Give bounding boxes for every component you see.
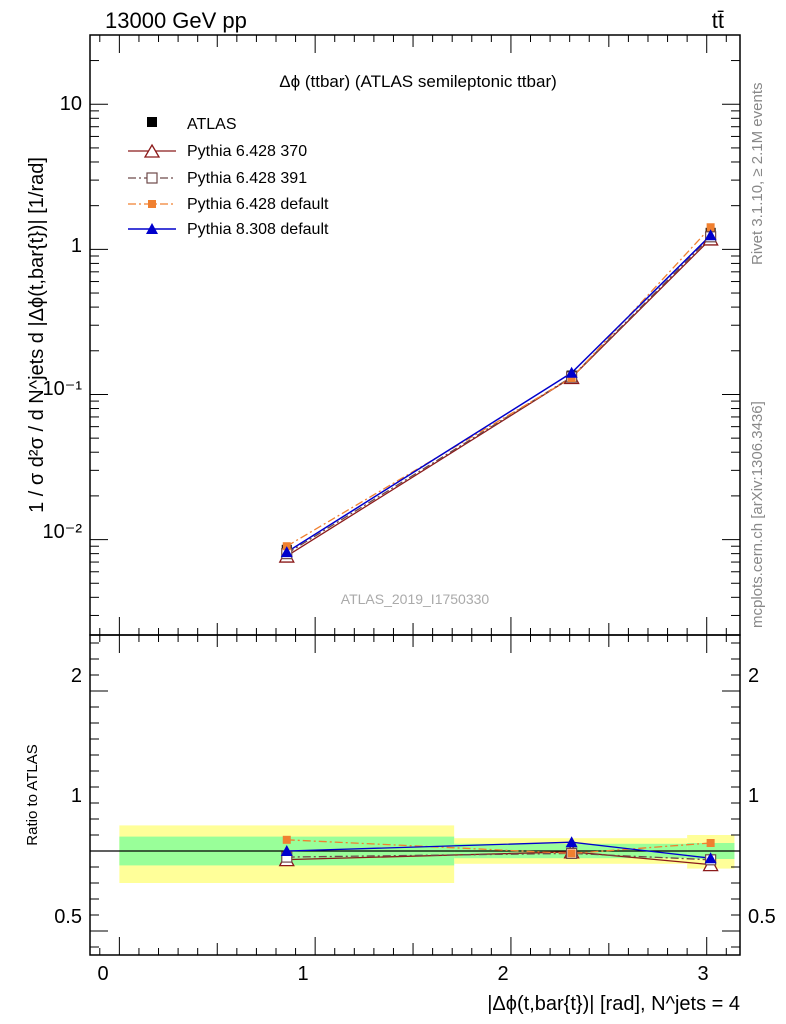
main-panel: Δϕ (ttbar) (ATLAS semileptonic ttbar) AT… xyxy=(26,34,741,636)
main-marks xyxy=(278,223,719,563)
ratio-y-tick-label-right-1: 1 xyxy=(748,785,759,807)
legend-label-py6-391: Pythia 6.428 391 xyxy=(187,170,307,187)
ratio-frame xyxy=(89,634,741,956)
ratio-y-tick-label-right-0-5: 0.5 xyxy=(748,906,776,928)
ratio-y-tick-label-0-5: 0.5 xyxy=(54,906,82,928)
ratio-point-py6-default xyxy=(282,835,291,844)
data-point-py8-default xyxy=(565,366,578,378)
ratio-ticks xyxy=(90,635,740,955)
x-tick-label-3: 3 xyxy=(697,963,708,985)
legend-marker-py6-391 xyxy=(146,172,158,184)
energy-label: 13000 GeV pp xyxy=(105,8,247,33)
legend: ATLAS Pythia 6.428 370 Pythia 6.428 391 … xyxy=(128,116,329,238)
main-y-axis-label: 1 / σ d²σ / d N^jets d |Δϕ(t,bar{t})| [1… xyxy=(26,157,48,513)
ratio-marks xyxy=(90,825,740,883)
data-point-py6-default xyxy=(706,223,715,232)
rivet-label: Rivet 3.1.10, ≥ 2.1M events xyxy=(749,83,766,266)
legend-label-atlas: ATLAS xyxy=(187,116,237,133)
y-tick-label-10: 10 xyxy=(60,93,82,115)
legend-marker-atlas xyxy=(147,117,157,127)
analysis-watermark: ATLAS_2019_I1750330 xyxy=(341,591,490,607)
x-tick-label-0: 0 xyxy=(97,963,108,985)
series-line-py6-370 xyxy=(286,238,712,557)
ratio-point-py6-default xyxy=(706,839,715,847)
legend-marker-py8-default xyxy=(146,223,158,234)
data-point-py8-default xyxy=(280,546,293,558)
legend-marker-py6-370 xyxy=(143,143,161,158)
ratio-point-py8-default xyxy=(280,845,293,856)
main-ticks xyxy=(90,34,740,635)
x-tick-label-2: 2 xyxy=(497,963,508,985)
series-line-py6-default xyxy=(286,226,712,547)
series-line-py6-391 xyxy=(286,236,712,555)
ratio-y-axis-label: Ratio to ATLAS xyxy=(24,744,41,845)
ratio-point-py8-default xyxy=(704,852,717,864)
legend-label-py6-default: Pythia 6.428 default xyxy=(187,196,329,213)
x-axis-label: |Δϕ(t,bar{t})| [rad], N^jets = 4 xyxy=(487,993,740,1015)
source-label: mcplots.cern.ch [arXiv:1306.3436] xyxy=(749,401,766,628)
legend-label-py8-default: Pythia 8.308 default xyxy=(187,221,329,238)
data-point-py6-default xyxy=(567,373,576,382)
ratio-point-py8-default xyxy=(565,836,578,848)
legend-label-py6-370: Pythia 6.428 370 xyxy=(187,143,307,160)
y-tick-label-1e-1: 10⁻¹ xyxy=(43,378,83,400)
ratio-y-tick-label-2: 2 xyxy=(71,665,82,687)
ratio-panel: Ratio to ATLAS 0.5 1 2 0.5 1 2 0 1 2 3 |… xyxy=(24,634,776,1015)
y-tick-label-1e-2: 10⁻² xyxy=(43,521,83,543)
process-label: tt̄ xyxy=(712,8,724,33)
ratio-point-py6-default xyxy=(567,849,576,858)
data-point-py8-default xyxy=(704,229,717,241)
ratio-y-tick-label-1: 1 xyxy=(71,785,82,807)
y-tick-label-1: 1 xyxy=(71,235,82,257)
ratio-y-tick-label-right-2: 2 xyxy=(748,665,759,687)
x-tick-label-1: 1 xyxy=(297,963,308,985)
legend-marker-py6-default xyxy=(148,200,156,208)
series-line-py8-default xyxy=(286,234,712,553)
main-title: Δϕ (ttbar) (ATLAS semileptonic ttbar) xyxy=(279,72,557,91)
